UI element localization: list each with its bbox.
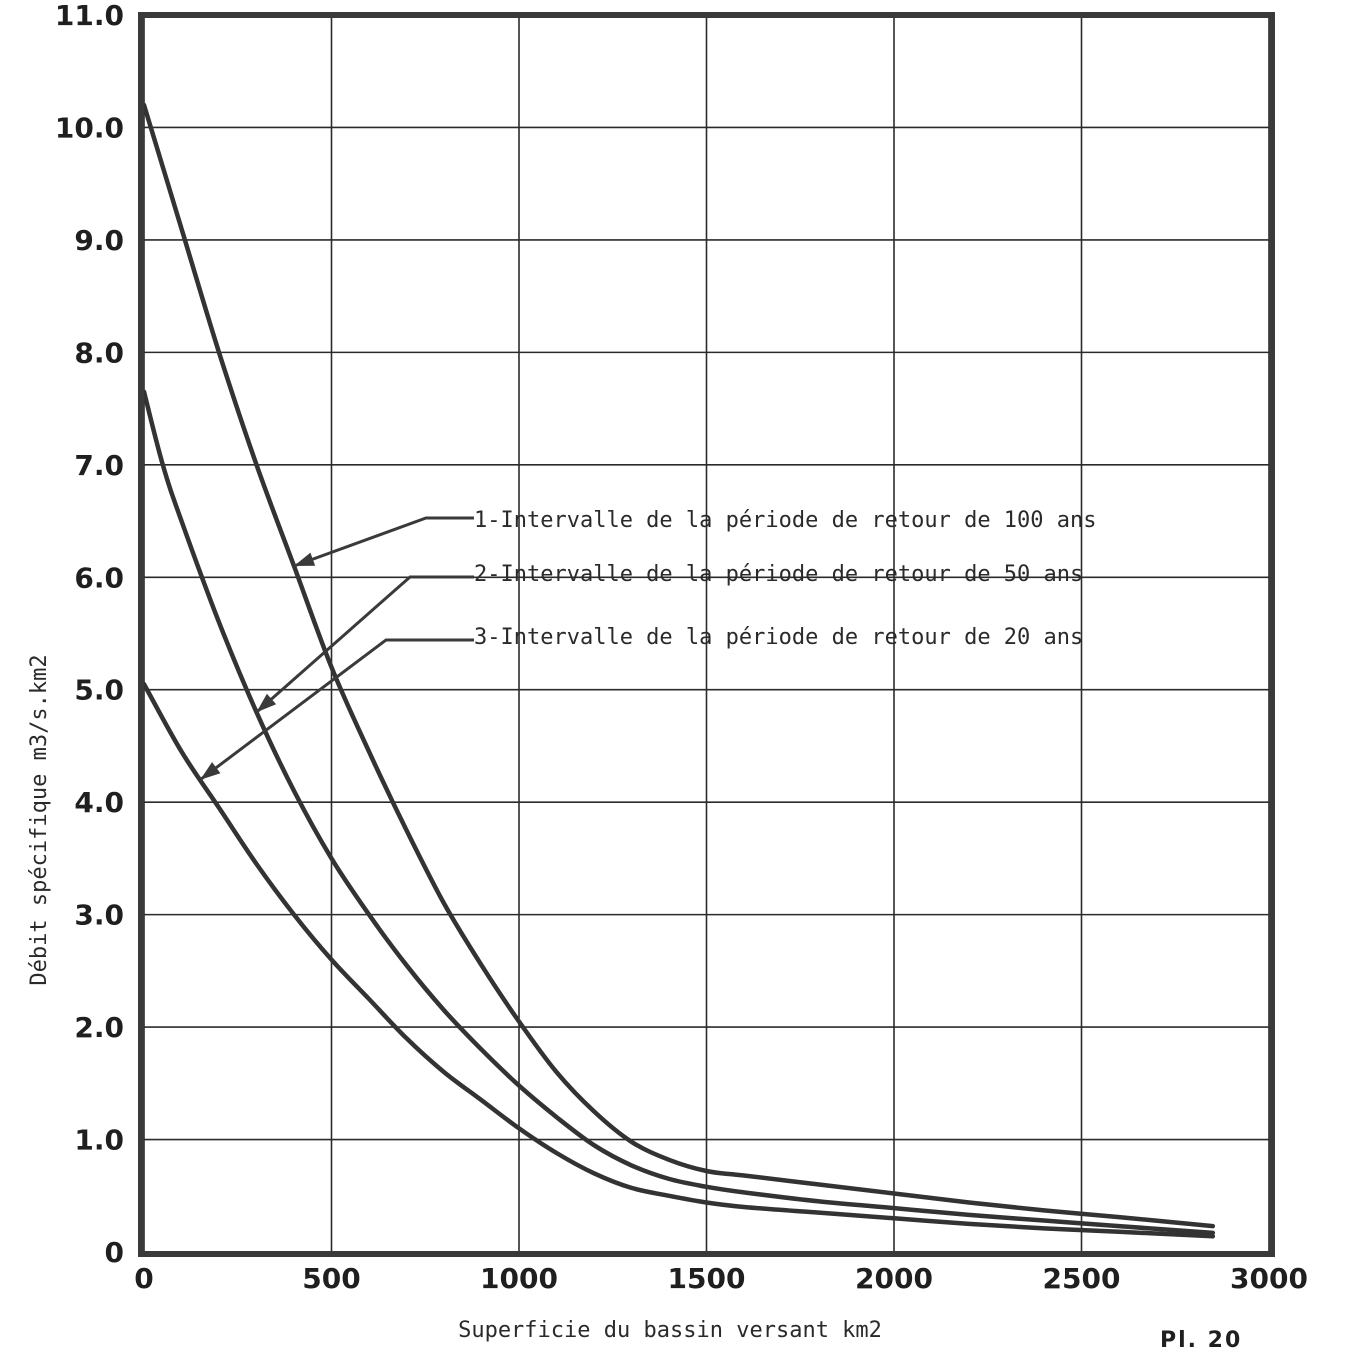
legend-leader-2 [255,575,474,714]
legend-leader-3 [199,638,474,781]
x-tick-label: 500 [302,1262,360,1295]
y-tick-label: 7.0 [74,449,124,482]
plate-label: Pl. 20 [1160,1328,1242,1351]
y-axis-title: Débit spécifique m3/s.km2 [27,654,52,985]
series-line-3 [141,681,1216,1239]
series-line-2 [141,389,1216,1236]
plot-frame [138,12,1275,1257]
legend-arrow-3 [200,762,221,780]
y-tick-label: 3.0 [74,899,124,932]
x-tick-label: 1500 [668,1262,746,1295]
y-tick-label: 0 [105,1236,124,1269]
y-tick-label: 11.0 [55,0,124,32]
legend-entry-3: 3-Intervalle de la période de retour de … [474,625,1083,650]
y-tick-label: 10.0 [55,111,124,144]
x-axis-ticks: 0 500 1000 1500 2000 2500 3000 [134,1262,1308,1295]
x-axis-title: Superficie du bassin versant km2 [458,1318,882,1343]
y-tick-label: 5.0 [74,674,124,707]
legend-arrow-2 [256,693,277,713]
legend-arrow-1 [294,552,316,567]
x-tick-label: 1000 [480,1262,558,1295]
legend-entry-1: 1-Intervalle de la période de retour de … [474,508,1097,533]
legend: 1-Intervalle de la période de retour de … [199,508,1097,781]
y-tick-label: 8.0 [74,336,124,369]
y-tick-label: 1.0 [74,1124,124,1157]
series-line-1 [141,102,1216,1229]
x-tick-label: 0 [134,1262,153,1295]
curves [141,102,1216,1239]
legend-entry-2: 2-Intervalle de la période de retour de … [474,562,1083,587]
y-tick-label: 4.0 [74,786,124,819]
legend-leader-1 [293,516,474,568]
y-axis-ticks: 0 1.0 2.0 3.0 4.0 5.0 6.0 7.0 8.0 9.0 10.0 11.0 [55,0,124,1269]
x-tick-label: 2000 [855,1262,933,1295]
x-tick-label: 2500 [1043,1262,1121,1295]
y-tick-label: 2.0 [74,1011,124,1044]
y-tick-label: 6.0 [74,561,124,594]
y-tick-label: 9.0 [74,224,124,257]
x-tick-label: 3000 [1230,1262,1308,1295]
